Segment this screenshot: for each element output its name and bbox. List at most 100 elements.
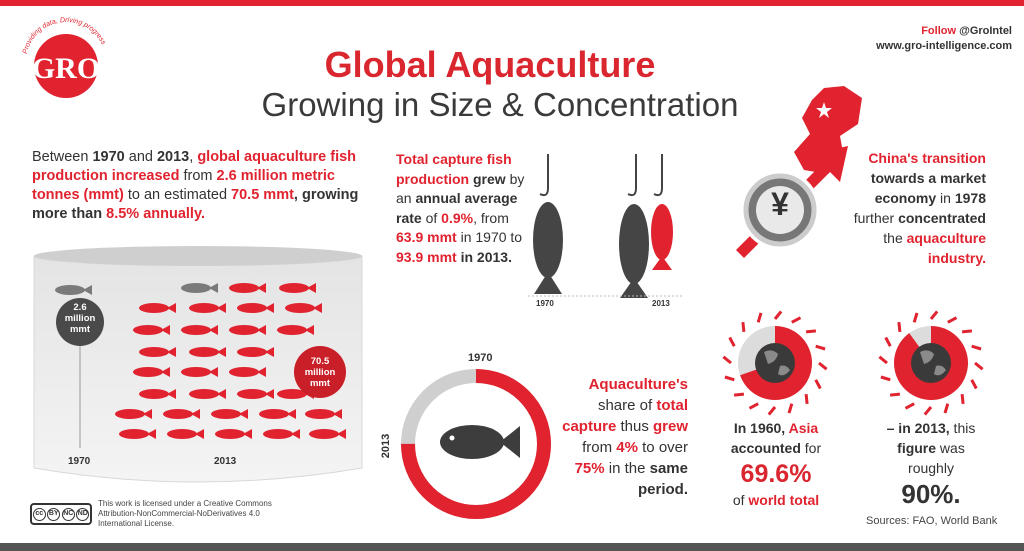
fish-icon [237,347,274,357]
badge-2013-text: 70.5 million mmt [304,356,336,389]
cc-license-badge[interactable]: cc BY NC ND [30,503,92,525]
website-link[interactable]: www.gro-intelligence.com [876,40,1012,52]
fish-icon [263,429,300,439]
text-segment: for [800,440,822,456]
globe-2013-icon [911,343,951,383]
text-segment: global aquaculture fish production incre… [32,149,357,184]
tank-label-1970: 1970 [68,456,91,467]
text-segment: 75% [574,460,605,477]
fish-tick-icon [804,393,809,405]
fish-icon [133,325,170,335]
logo-text: GRO [32,52,100,85]
asia-1960-tail: of world total [712,490,840,510]
fish-tick-icon [884,336,892,347]
text-segment: in [936,190,955,206]
fish-icon [259,409,296,419]
fish-tick-icon [889,392,901,397]
yuan-symbol: ¥ [771,186,789,222]
badge-2013-circle [294,346,346,398]
text-segment: , growing more than [32,187,359,222]
follow-handle[interactable]: @GroIntel [959,25,1012,37]
text-segment: 2.6 million metric tonnes (mmt) [32,168,335,203]
fish-icon [181,367,218,377]
text-segment: thus [616,418,653,435]
capture-production-text: Total capture fish production grew by an… [396,150,526,267]
fish-tick-icon [728,336,736,347]
text-segment: – in 2013, [886,420,950,436]
text-segment: 93.9 mmt [396,248,457,265]
hook-label-2013: 2013 [652,299,670,308]
fish-icon [163,409,200,419]
text-segment: 2013 [156,149,190,165]
fish-tick-icon [912,312,919,323]
text-segment: 70.5 mmt [231,187,294,203]
tank-label-2013: 2013 [214,456,237,467]
ring-label-1970: 1970 [468,352,493,364]
follow-info: Follow @GroIntel www.gro-intelligence.co… [876,24,1012,54]
globe-1960-chart [722,310,828,416]
fish-icon [55,285,92,295]
fish-icon [189,303,226,313]
text-segment: Between [32,149,93,165]
ring-share-arc [401,369,551,519]
aquaculture-share-text: Aquaculture's share of total capture thu… [548,374,688,500]
fish-tick-icon [961,329,973,334]
fish-tick-icon [756,312,763,323]
text-segment: grew [652,418,688,435]
fish-2013-red-icon [651,204,673,270]
header-accent-bar [0,0,1024,6]
fish-icon [229,367,266,377]
coin-face [756,186,804,234]
fish-tick-icon [971,344,982,351]
fish-tick-icon [970,379,978,390]
text-segment: accounted [730,440,801,456]
cc-nc-icon: NC [61,507,75,521]
fish-2013-gray-icon [619,204,649,298]
hook-2013-b [653,154,663,197]
text-segment: from [179,168,217,184]
fish-tank-graphic [33,246,363,483]
hook-2013-a [627,154,637,197]
badge-1970-text: 2.6 million mmt [64,302,96,335]
text-segment: to an estimated [123,187,232,203]
asia-1960-intro: In 1960, Asia accounted for [712,418,840,458]
star-icon [816,102,832,118]
fish-icon [309,429,346,439]
fish-tick-icon [897,321,902,333]
fish-icon [215,429,252,439]
fish-tick-icon [929,310,939,320]
fish-tick-icon [805,329,817,334]
text-segment: Total capture fish production [396,151,512,187]
fish-1970-icon [533,202,563,294]
text-segment: 0.9% [441,209,474,226]
text-segment: Aquaculture's [588,376,688,393]
text-segment: of [421,209,442,226]
text-segment: 4% [616,439,638,456]
ring-label-2013: 2013 [380,433,393,459]
tick-ring-2013 [878,310,984,416]
text-segment: 1970 [92,149,125,165]
fish-icon [440,425,520,459]
hook-label-1970: 1970 [536,299,554,308]
fish-tick-icon [974,361,984,371]
text-segment: figure [897,440,937,456]
aquaculture-growth-text: Between 1970 and 2013, global aquacultur… [32,148,372,224]
text-segment: from [582,439,617,456]
text-segment: towards a market economy [870,170,986,206]
fish-icon [229,283,266,293]
fish-icon [277,325,314,335]
fish-tick-icon [943,403,950,414]
fish-icon [237,303,274,313]
text-segment: 63.9 mmt [396,229,457,245]
fish-tick-icon [767,406,777,416]
fish-icon [189,347,226,357]
text-segment: to over [637,439,688,456]
fish-tick-icon [722,355,732,365]
text-segment: annual average rate [396,190,518,226]
globe-1960-icon [755,343,795,383]
page-title: Global Aquaculture [324,44,656,85]
fish-icon [237,389,274,399]
fish-tick-icon [878,355,888,365]
fish-icon [305,409,342,419]
fish-tick-icon [923,406,933,416]
